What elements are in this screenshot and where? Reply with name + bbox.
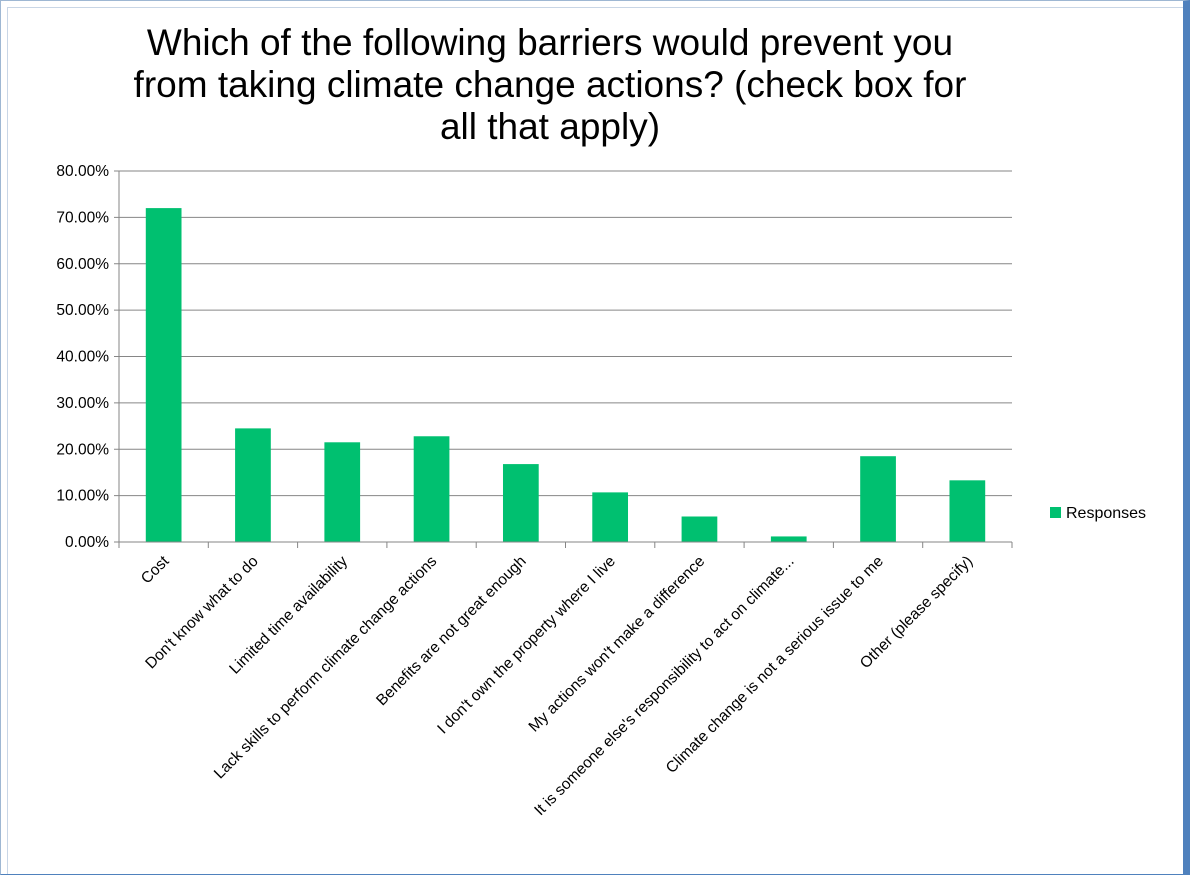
y-tick-label: 60.00%: [56, 256, 109, 273]
y-tick-label: 30.00%: [56, 395, 109, 412]
bars: [145, 208, 986, 542]
bar: [592, 492, 629, 542]
y-tick-label: 40.00%: [56, 349, 109, 366]
bar: [324, 442, 361, 542]
chart-frame-inner: [7, 7, 1183, 874]
axes: [114, 170, 1013, 548]
bar: [145, 208, 182, 542]
category-label: Benefits are not great enough: [373, 553, 529, 709]
y-tick-label: 10.00%: [56, 488, 109, 505]
bar: [235, 428, 271, 542]
y-tick-label: 0.00%: [65, 534, 109, 551]
y-tick-labels: 0.00% 10.00% 20.00% 30.00% 40.00% 50.00% 60.00…: [56, 163, 109, 551]
bar: [413, 436, 450, 542]
legend: Responses: [1050, 505, 1146, 522]
legend-label: Responses: [1066, 505, 1146, 522]
y-tick-label: 80.00%: [56, 163, 109, 180]
y-tick-label: 50.00%: [56, 302, 109, 319]
category-label: My actions won't make a difference: [526, 553, 709, 736]
legend-swatch: [1050, 507, 1061, 518]
y-tick-label: 70.00%: [56, 209, 109, 226]
category-label: Cost: [138, 552, 173, 587]
category-label: I don't own the property where I live: [434, 553, 619, 738]
bar: [770, 536, 807, 542]
chart-title: Which of the following barriers would pr…: [133, 22, 967, 147]
bar: [681, 516, 718, 542]
y-tick-label: 20.00%: [56, 441, 109, 458]
bar: [502, 464, 539, 542]
bar: [860, 456, 896, 542]
bar: [949, 480, 986, 542]
